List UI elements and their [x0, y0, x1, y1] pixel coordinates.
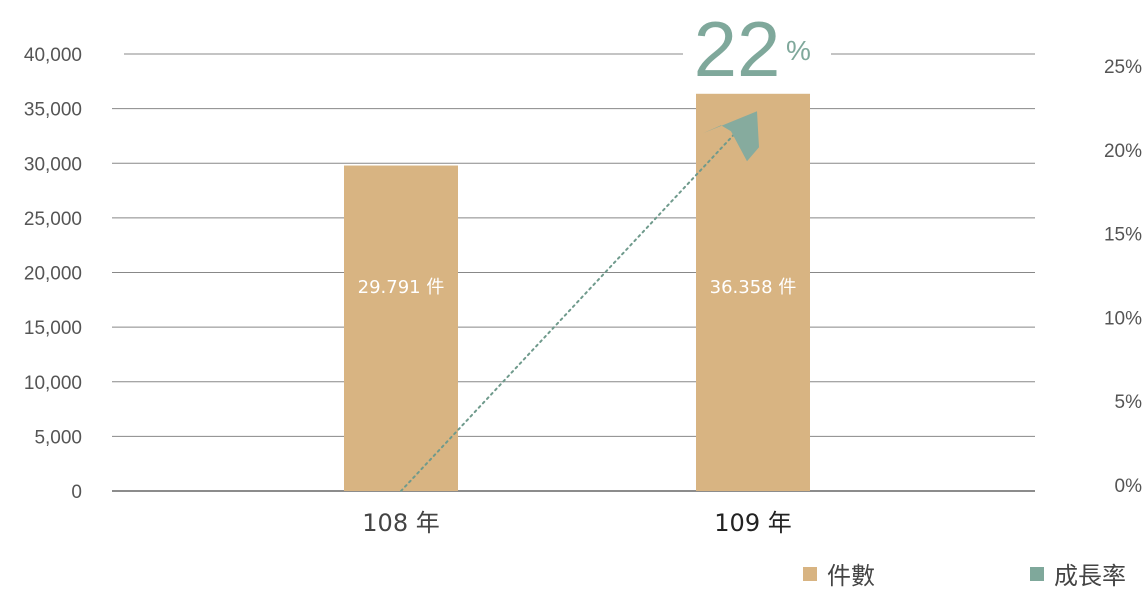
legend-swatch-count — [803, 566, 817, 581]
legend-item-growth: 成長率 — [1030, 556, 1126, 591]
y-right-tick-label: 10% — [1104, 308, 1142, 329]
y-right-tick-label: 5% — [1115, 392, 1143, 413]
y-right-tick-label: 25% — [1104, 57, 1142, 78]
growth-value-label: 22 — [694, 5, 781, 93]
growth-arrow-icon — [703, 111, 759, 162]
y-left-tick-label: 10,000 — [24, 373, 82, 394]
growth-label-backdrop — [683, 44, 831, 64]
x-tick-label: 109 年 — [714, 509, 791, 537]
y-axis-left: 0 5,000 10,000 15,000 20,000 25,000 30,000 35,0… — [24, 45, 82, 503]
y-left-tick-label: 15,000 — [24, 318, 82, 339]
bar-data-label: 29.791 件 — [358, 277, 445, 298]
x-axis: 108 年 109 年 — [362, 509, 791, 537]
bars: 29.791 件 36.358 件 — [344, 93, 810, 491]
legend-label-count: 件數 — [827, 562, 875, 590]
y-right-tick-label: 0% — [1115, 476, 1143, 497]
gridlines — [112, 44, 1035, 492]
y-left-tick-label: 5,000 — [34, 427, 82, 448]
bar-data-label: 36.358 件 — [710, 277, 797, 298]
y-left-tick-label: 0 — [71, 482, 82, 503]
y-right-tick-label: 15% — [1104, 225, 1142, 246]
y-left-tick-label: 40,000 — [24, 45, 82, 66]
bar — [696, 93, 810, 491]
y-right-tick-label: 20% — [1104, 141, 1142, 162]
y-axis-right: 0% 5% 10% 15% 20% 25% — [1104, 57, 1142, 497]
y-left-tick-label: 30,000 — [24, 154, 82, 175]
growth-unit-label: % — [786, 35, 811, 66]
x-tick-label: 108 年 — [362, 509, 439, 537]
legend-item-count: 件數 — [803, 556, 875, 591]
growth-trend-line — [400, 130, 738, 492]
y-left-tick-label: 35,000 — [24, 100, 82, 121]
legend-label-growth: 成長率 — [1054, 562, 1126, 590]
growth-annotation: 22 % — [400, 5, 811, 492]
y-left-tick-label: 25,000 — [24, 209, 82, 230]
legend-swatch-growth — [1030, 566, 1044, 581]
bar — [344, 165, 458, 491]
y-left-tick-label: 20,000 — [24, 264, 82, 285]
